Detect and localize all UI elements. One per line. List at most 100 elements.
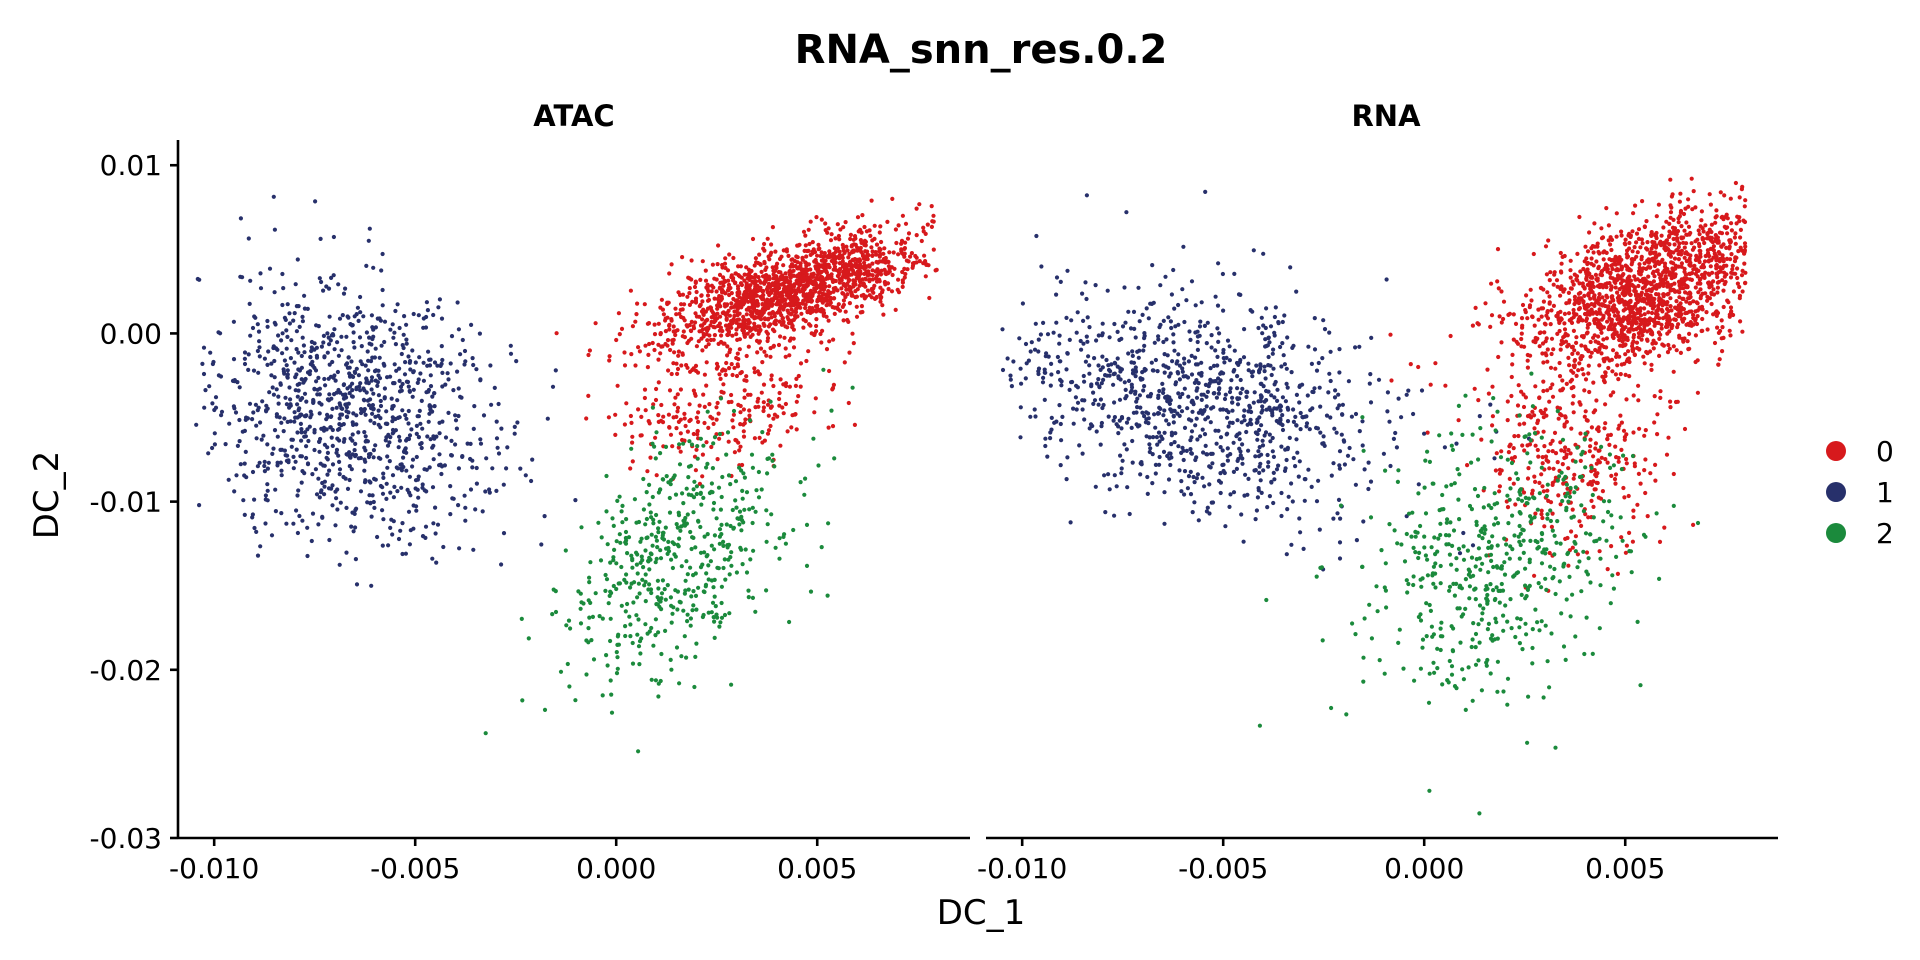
- data-point-cluster-0: [1543, 454, 1549, 459]
- data-point-cluster-1: [322, 355, 327, 360]
- data-point-cluster-1: [262, 469, 267, 474]
- data-point-cluster-1: [494, 436, 500, 441]
- data-point-cluster-0: [826, 294, 831, 299]
- data-point-cluster-2: [634, 562, 640, 567]
- data-point-cluster-0: [890, 196, 895, 201]
- data-point-cluster-0: [819, 258, 825, 263]
- data-point-cluster-2: [742, 475, 748, 480]
- data-point-cluster-1: [438, 462, 443, 467]
- data-point-cluster-0: [786, 253, 791, 258]
- data-point-cluster-1: [344, 550, 349, 555]
- data-point-cluster-1: [388, 374, 393, 379]
- data-point-cluster-0: [1646, 274, 1651, 279]
- data-point-cluster-0: [645, 321, 651, 326]
- data-point-cluster-0: [1597, 292, 1602, 297]
- data-point-cluster-1: [433, 505, 438, 510]
- data-point-cluster-0: [716, 243, 721, 248]
- data-point-cluster-2: [659, 607, 664, 612]
- data-point-cluster-0: [769, 242, 774, 247]
- data-point-cluster-0: [1596, 266, 1601, 271]
- data-point-cluster-1: [361, 408, 366, 413]
- data-point-cluster-2: [651, 521, 656, 526]
- data-point-cluster-0: [675, 392, 680, 397]
- data-point-cluster-1: [407, 433, 413, 438]
- data-point-cluster-1: [280, 331, 285, 336]
- data-point-cluster-0: [746, 344, 751, 349]
- data-point-cluster-1: [381, 471, 386, 476]
- data-point-cluster-0: [1649, 362, 1654, 367]
- data-point-cluster-2: [754, 488, 759, 493]
- data-point-cluster-1: [235, 380, 240, 385]
- data-point-cluster-0: [850, 331, 855, 336]
- data-point-cluster-2: [622, 577, 627, 583]
- data-point-cluster-0: [716, 341, 721, 346]
- data-point-cluster-0: [838, 227, 843, 232]
- data-point-cluster-0: [1633, 303, 1638, 308]
- data-point-cluster-1: [325, 457, 330, 462]
- data-point-cluster-0: [674, 414, 679, 419]
- data-point-cluster-1: [335, 369, 340, 375]
- data-point-cluster-0: [1653, 311, 1658, 316]
- data-point-cluster-1: [336, 282, 341, 287]
- data-point-cluster-1: [348, 322, 353, 327]
- data-point-cluster-0: [1737, 284, 1742, 290]
- data-point-cluster-0: [806, 262, 812, 267]
- data-point-cluster-0: [754, 298, 760, 303]
- data-point-cluster-2: [637, 591, 642, 596]
- data-point-cluster-1: [426, 387, 431, 393]
- data-point-cluster-0: [1625, 267, 1630, 272]
- data-point-cluster-0: [1635, 299, 1640, 305]
- data-point-cluster-0: [1677, 314, 1682, 319]
- data-point-cluster-0: [783, 401, 789, 407]
- data-point-cluster-2: [717, 541, 722, 546]
- data-point-cluster-1: [285, 372, 290, 377]
- data-point-cluster-1: [269, 361, 274, 366]
- data-point-cluster-1: [355, 305, 360, 310]
- data-point-cluster-0: [711, 337, 716, 342]
- data-point-cluster-0: [1733, 180, 1738, 186]
- data-point-cluster-2: [656, 530, 661, 535]
- data-point-cluster-1: [456, 413, 461, 419]
- data-point-cluster-1: [364, 263, 369, 268]
- data-point-cluster-1: [377, 355, 382, 360]
- data-point-cluster-0: [758, 280, 763, 285]
- data-point-cluster-0: [1548, 365, 1554, 370]
- data-point-cluster-1: [330, 427, 335, 433]
- data-point-cluster-0: [628, 413, 634, 419]
- data-point-cluster-0: [1683, 290, 1688, 295]
- data-point-cluster-0: [772, 412, 778, 417]
- data-point-cluster-0: [1693, 285, 1698, 290]
- data-point-cluster-2: [659, 651, 664, 657]
- data-point-cluster-0: [1721, 259, 1726, 264]
- data-point-cluster-0: [1698, 248, 1703, 254]
- data-point-cluster-0: [724, 360, 729, 366]
- data-point-cluster-0: [1692, 263, 1697, 268]
- data-point-cluster-1: [362, 468, 367, 473]
- data-point-cluster-1: [410, 394, 415, 399]
- data-point-cluster-0: [752, 316, 757, 321]
- data-point-cluster-1: [264, 403, 269, 408]
- data-point-cluster-2: [768, 399, 773, 404]
- data-point-cluster-1: [399, 485, 404, 490]
- data-point-cluster-0: [666, 368, 671, 373]
- data-point-cluster-1: [304, 444, 309, 449]
- data-point-cluster-1: [393, 308, 398, 314]
- data-point-cluster-0: [696, 419, 701, 424]
- data-point-cluster-1: [326, 286, 332, 291]
- data-point-cluster-2: [714, 516, 719, 521]
- data-point-cluster-0: [794, 302, 800, 307]
- data-point-cluster-0: [819, 340, 824, 345]
- data-point-cluster-0: [685, 340, 690, 346]
- data-point-cluster-0: [868, 233, 873, 238]
- data-point-cluster-1: [463, 518, 468, 523]
- data-point-cluster-1: [495, 445, 500, 450]
- data-point-cluster-0: [1530, 409, 1535, 414]
- data-point-cluster-0: [1643, 292, 1648, 297]
- data-point-cluster-1: [195, 276, 200, 282]
- data-point-cluster-0: [1642, 327, 1647, 332]
- data-point-cluster-0: [688, 328, 694, 333]
- data-point-cluster-2: [558, 669, 564, 674]
- data-point-cluster-0: [734, 332, 739, 337]
- data-point-cluster-0: [812, 331, 817, 336]
- data-point-cluster-2: [682, 591, 688, 596]
